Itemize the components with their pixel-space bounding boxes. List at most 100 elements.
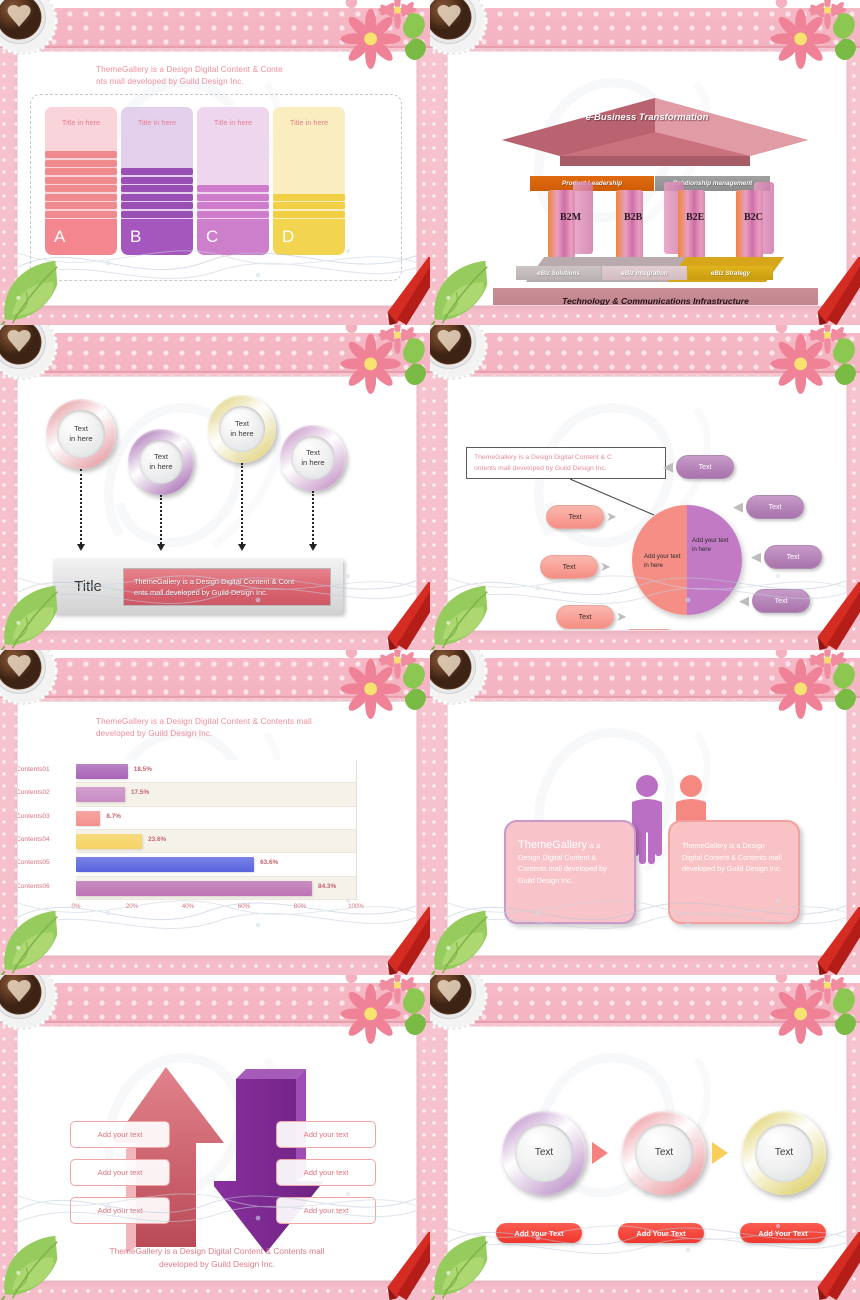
chart-category-label: Contents01	[18, 766, 50, 773]
slide8-ring-3[interactable]: Text	[742, 1111, 826, 1195]
banner-top-edge	[0, 325, 430, 333]
slide5-heading-line2: developed by Guild Design Inc.	[96, 729, 213, 738]
slide1-bar	[121, 176, 193, 184]
slide5-heading-line1: ThemeGallery is a Design Digital Content…	[96, 717, 312, 726]
slide-5[interactable]: ThemeGallery is a Design Digital Content…	[0, 650, 430, 975]
slide3-connector-line	[80, 469, 82, 544]
band-ebiz-integration: eBiz Integration	[602, 266, 687, 280]
chart-category-label: Contents05	[18, 859, 50, 867]
slide3-ring-inner: Text in here	[138, 439, 184, 485]
chart-bar	[76, 857, 255, 873]
flower-icon	[770, 0, 856, 69]
chart-row: Contents06 84.3%	[18, 876, 356, 900]
slide4-left-pill-2[interactable]: Text	[540, 555, 598, 579]
slide-3[interactable]: Text in here Text in here Text in here Text in …	[0, 325, 430, 650]
ribbon-icon	[817, 907, 860, 975]
slide3-ring-1[interactable]: Text in here	[46, 399, 116, 469]
ribbon-icon	[387, 907, 430, 975]
slide4-left-pill-1[interactable]: Text	[546, 505, 604, 529]
chart-bar	[76, 787, 125, 803]
flower-icon	[340, 0, 426, 69]
slide7-right-textbox-2[interactable]: Add your text	[276, 1159, 376, 1186]
slide-7[interactable]: Add your text Add your text Add your text A…	[0, 975, 430, 1300]
slide1-heading-line1: ThemeGallery is a Design Digital Content…	[96, 65, 283, 74]
slide6-left-card: ThemeGallery is a Design Digital Content…	[504, 820, 636, 924]
slide-4[interactable]: ThemeGallery is a Design Digital Content…	[430, 325, 860, 650]
leaf-icon	[0, 584, 59, 650]
pillar-label-b2m: B2M	[560, 212, 582, 223]
slide-1[interactable]: ThemeGallery is a Design Digital Content…	[0, 0, 430, 325]
slide3-arrowhead-icon	[308, 544, 317, 551]
slide-canvas: ThemeGallery is a Design Digital Content…	[18, 702, 416, 955]
slide1-bar	[45, 176, 117, 184]
slide4-callout: ThemeGallery is a Design Digital Content…	[466, 447, 666, 479]
slide1-bar	[45, 202, 117, 209]
chart-row: Contents02 17.5%	[18, 783, 356, 807]
slide7-left-textbox-3[interactable]: Add your text	[70, 1197, 170, 1224]
slide1-column-b[interactable]: Title in here B	[121, 107, 193, 255]
banner-top-edge	[0, 975, 430, 983]
ring-label-line1: Text	[74, 424, 88, 433]
slide1-bar	[121, 210, 193, 218]
chart-category-label: Contents03	[18, 812, 50, 820]
banner-top-edge	[430, 975, 860, 983]
slide1-heading: ThemeGallery is a Design Digital Content…	[96, 64, 346, 88]
slide8-ring-1[interactable]: Text	[502, 1111, 586, 1195]
banner-top-edge	[430, 0, 860, 8]
ring-label: Text	[654, 1146, 674, 1158]
arrow-icon: ➤	[600, 559, 611, 574]
ring-label-line2: in here	[149, 462, 173, 471]
ring-label: Text	[774, 1146, 794, 1158]
slide3-ring-4[interactable]: Text in here	[280, 425, 346, 491]
slide1-bar	[45, 151, 117, 158]
flower-icon	[770, 650, 856, 719]
slide1-bar	[121, 193, 193, 201]
slide3-ring-2[interactable]: Text in here	[128, 429, 194, 495]
chart-value-label: 18.5%	[133, 766, 152, 773]
slide3-body-line1: ThemeGallery is a Design Digital Content…	[134, 576, 295, 586]
coffee-cup-icon	[0, 0, 58, 56]
slide4-right-pill-1[interactable]: Text	[676, 455, 734, 479]
flower-icon	[770, 325, 856, 394]
slide-8[interactable]: Text Text Text Add Your Text Add Your Text A…	[430, 975, 860, 1300]
slide7-footer-line1: ThemeGallery is a Design Digital Content…	[109, 1246, 325, 1256]
slide7-right-textbox-3[interactable]: Add your text	[276, 1197, 376, 1224]
slide3-ring-3[interactable]: Text in here	[208, 395, 276, 463]
banner-top-edge	[430, 650, 860, 658]
slide1-column-title: Title in here	[289, 118, 329, 127]
slide8-ring-2[interactable]: Text	[622, 1111, 706, 1195]
slide8-button-2[interactable]: Add Your Text	[618, 1223, 704, 1243]
slide4-right-pill-2[interactable]: Text	[746, 495, 804, 519]
slide1-letter-b: B	[121, 219, 193, 255]
slide1-column-c[interactable]: Title in here C	[197, 107, 269, 255]
slide1-bar	[197, 210, 269, 218]
slide8-ring-inner: Text	[755, 1124, 813, 1182]
chart-row: Contents01 18.5%	[18, 760, 356, 784]
slide7-right-textbox-1[interactable]: Add your text	[276, 1121, 376, 1148]
chart-value-label: 8.7%	[106, 812, 121, 820]
slide8-button-1[interactable]: Add Your Text	[496, 1223, 582, 1243]
slide1-column-a[interactable]: Title in here A	[45, 107, 117, 255]
slide1-bar	[45, 185, 117, 192]
slide1-bar	[45, 193, 117, 201]
callout-line2: ontents mall developed by Guild Design I…	[474, 464, 607, 472]
left-card-text: is a Design Digital Content & Contents m…	[518, 841, 607, 885]
slide4-left-pill-3[interactable]: Text	[556, 605, 614, 629]
chart-xtick-label: 60%	[237, 903, 251, 910]
slide-2[interactable]: e-Business Transformation Product Leader…	[430, 0, 860, 325]
slide8-ring-inner: Text	[635, 1124, 693, 1182]
arrow-icon: ◀	[739, 593, 749, 608]
arrow-icon: ➤	[606, 509, 617, 524]
pillar-label-b2c: B2C	[744, 212, 763, 223]
slide4-right-pill-3[interactable]: Text	[764, 545, 822, 569]
pie-right-label: Add your text in here	[692, 537, 729, 553]
slide1-column-d[interactable]: Title in here D	[273, 107, 345, 255]
slide7-left-textbox-1[interactable]: Add your text	[70, 1121, 170, 1148]
temple-roof	[502, 98, 808, 166]
banner-top-edge	[0, 650, 430, 658]
slide7-left-textbox-2[interactable]: Add your text	[70, 1159, 170, 1186]
slide4-left-pill-4[interactable]: Text	[620, 629, 678, 630]
slide1-column-title: Title in here	[61, 118, 101, 127]
slide-6[interactable]: ThemeGallery is a Design Digital Content…	[430, 650, 860, 975]
ribbon-icon	[387, 582, 430, 650]
